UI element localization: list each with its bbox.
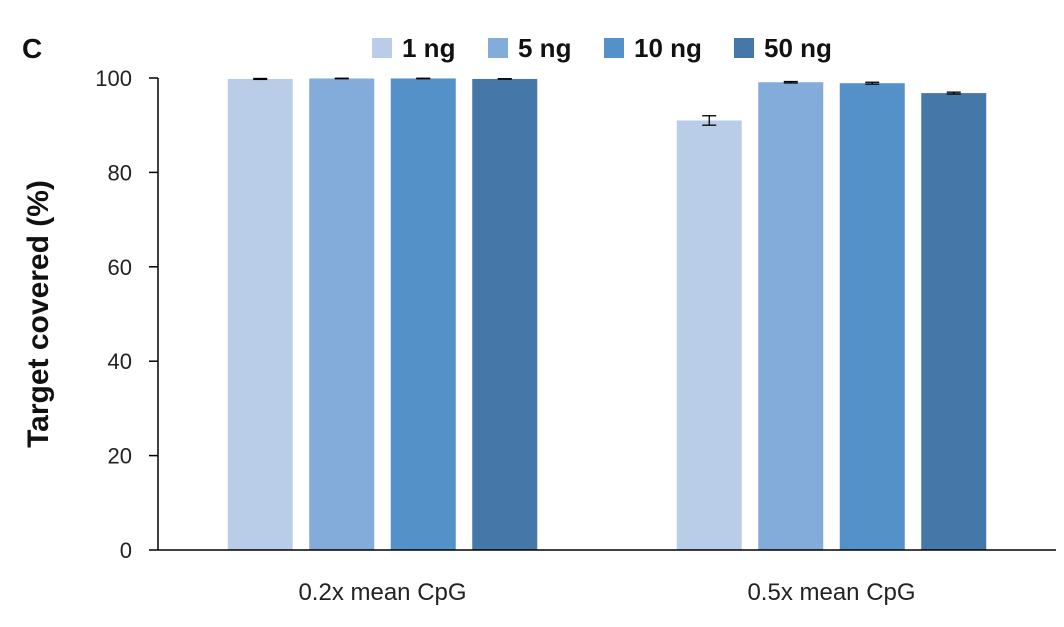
legend-item: 1 ng bbox=[372, 33, 455, 63]
legend-label: 10 ng bbox=[634, 33, 702, 63]
legend-item: 5 ng bbox=[488, 33, 571, 63]
error-bar bbox=[253, 77, 268, 81]
bar-5ng-1 bbox=[309, 78, 375, 551]
error-bar bbox=[783, 80, 798, 84]
legend-label: 1 ng bbox=[402, 33, 455, 63]
y-tick-label: 100 bbox=[95, 66, 132, 91]
bars-group bbox=[227, 78, 987, 551]
bar-10ng-1 bbox=[390, 78, 456, 551]
legend-label: 5 ng bbox=[518, 33, 571, 63]
bar-50ng-2 bbox=[921, 93, 987, 550]
legend: 1 ng 5 ng 10 ng 50 ng bbox=[372, 33, 832, 63]
y-axis-title: Target covered (%) bbox=[22, 180, 55, 448]
bar-10ng-2 bbox=[839, 83, 905, 550]
bar-50ng-1 bbox=[472, 78, 538, 550]
bar-1ng-1 bbox=[227, 78, 293, 550]
bar-5ng-2 bbox=[758, 82, 824, 551]
x-category-label: 0.5x mean CpG bbox=[747, 579, 915, 606]
error-bars-group bbox=[253, 77, 961, 126]
bar-1ng-2 bbox=[676, 120, 742, 550]
y-tick-label: 40 bbox=[108, 349, 132, 374]
y-tick-label: 0 bbox=[120, 538, 132, 563]
panel-label: C bbox=[22, 33, 42, 64]
legend-item: 10 ng bbox=[604, 33, 702, 63]
legend-label: 50 ng bbox=[764, 33, 832, 63]
error-bar bbox=[865, 81, 880, 85]
legend-swatch bbox=[488, 38, 508, 58]
y-axis: 0 20 40 60 80 100 bbox=[95, 66, 159, 563]
y-tick-label: 60 bbox=[108, 255, 132, 280]
x-axis: 0.2x mean CpG 0.5x mean CpG bbox=[158, 549, 1056, 606]
legend-item: 50 ng bbox=[734, 33, 832, 63]
error-bar bbox=[702, 115, 717, 126]
legend-swatch bbox=[604, 38, 624, 58]
legend-swatch bbox=[372, 38, 392, 58]
error-bar bbox=[946, 91, 961, 95]
legend-swatch bbox=[734, 38, 754, 58]
y-tick-label: 20 bbox=[108, 444, 132, 469]
x-category-label: 0.2x mean CpG bbox=[298, 579, 466, 606]
y-tick-label: 80 bbox=[108, 160, 132, 185]
